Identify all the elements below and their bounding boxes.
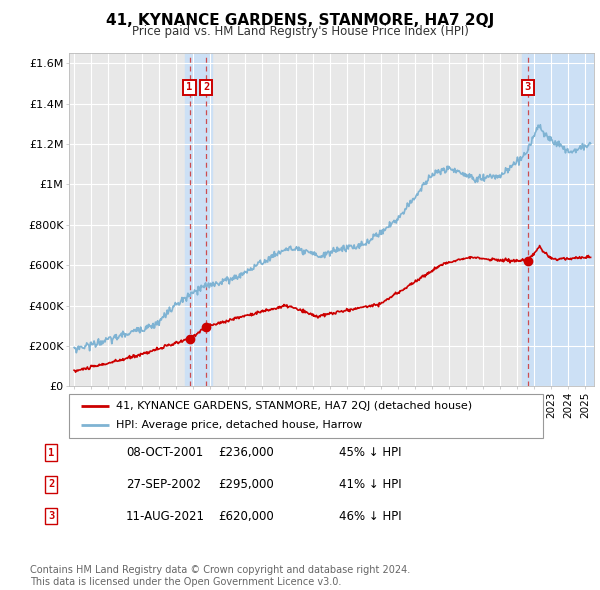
Text: Price paid vs. HM Land Registry's House Price Index (HPI): Price paid vs. HM Land Registry's House … xyxy=(131,25,469,38)
Text: 1: 1 xyxy=(48,448,54,457)
Text: 41% ↓ HPI: 41% ↓ HPI xyxy=(339,478,401,491)
Text: 27-SEP-2002: 27-SEP-2002 xyxy=(126,478,201,491)
Text: HPI: Average price, detached house, Harrow: HPI: Average price, detached house, Harr… xyxy=(116,421,362,430)
Bar xyxy=(185,53,212,386)
Text: 3: 3 xyxy=(524,83,531,93)
Text: Contains HM Land Registry data © Crown copyright and database right 2024.
This d: Contains HM Land Registry data © Crown c… xyxy=(30,565,410,587)
Text: £620,000: £620,000 xyxy=(218,510,274,523)
Text: 2: 2 xyxy=(48,480,54,489)
Text: 3: 3 xyxy=(48,512,54,521)
Bar xyxy=(523,53,594,386)
Text: £236,000: £236,000 xyxy=(218,446,274,459)
Text: 46% ↓ HPI: 46% ↓ HPI xyxy=(339,510,401,523)
Text: 1: 1 xyxy=(187,83,193,93)
Text: 2: 2 xyxy=(203,83,209,93)
Text: 11-AUG-2021: 11-AUG-2021 xyxy=(126,510,205,523)
Text: 41, KYNANCE GARDENS, STANMORE, HA7 2QJ (detached house): 41, KYNANCE GARDENS, STANMORE, HA7 2QJ (… xyxy=(116,401,473,411)
Text: 41, KYNANCE GARDENS, STANMORE, HA7 2QJ: 41, KYNANCE GARDENS, STANMORE, HA7 2QJ xyxy=(106,13,494,28)
Text: 45% ↓ HPI: 45% ↓ HPI xyxy=(339,446,401,459)
Text: £295,000: £295,000 xyxy=(218,478,274,491)
Text: 08-OCT-2001: 08-OCT-2001 xyxy=(126,446,203,459)
